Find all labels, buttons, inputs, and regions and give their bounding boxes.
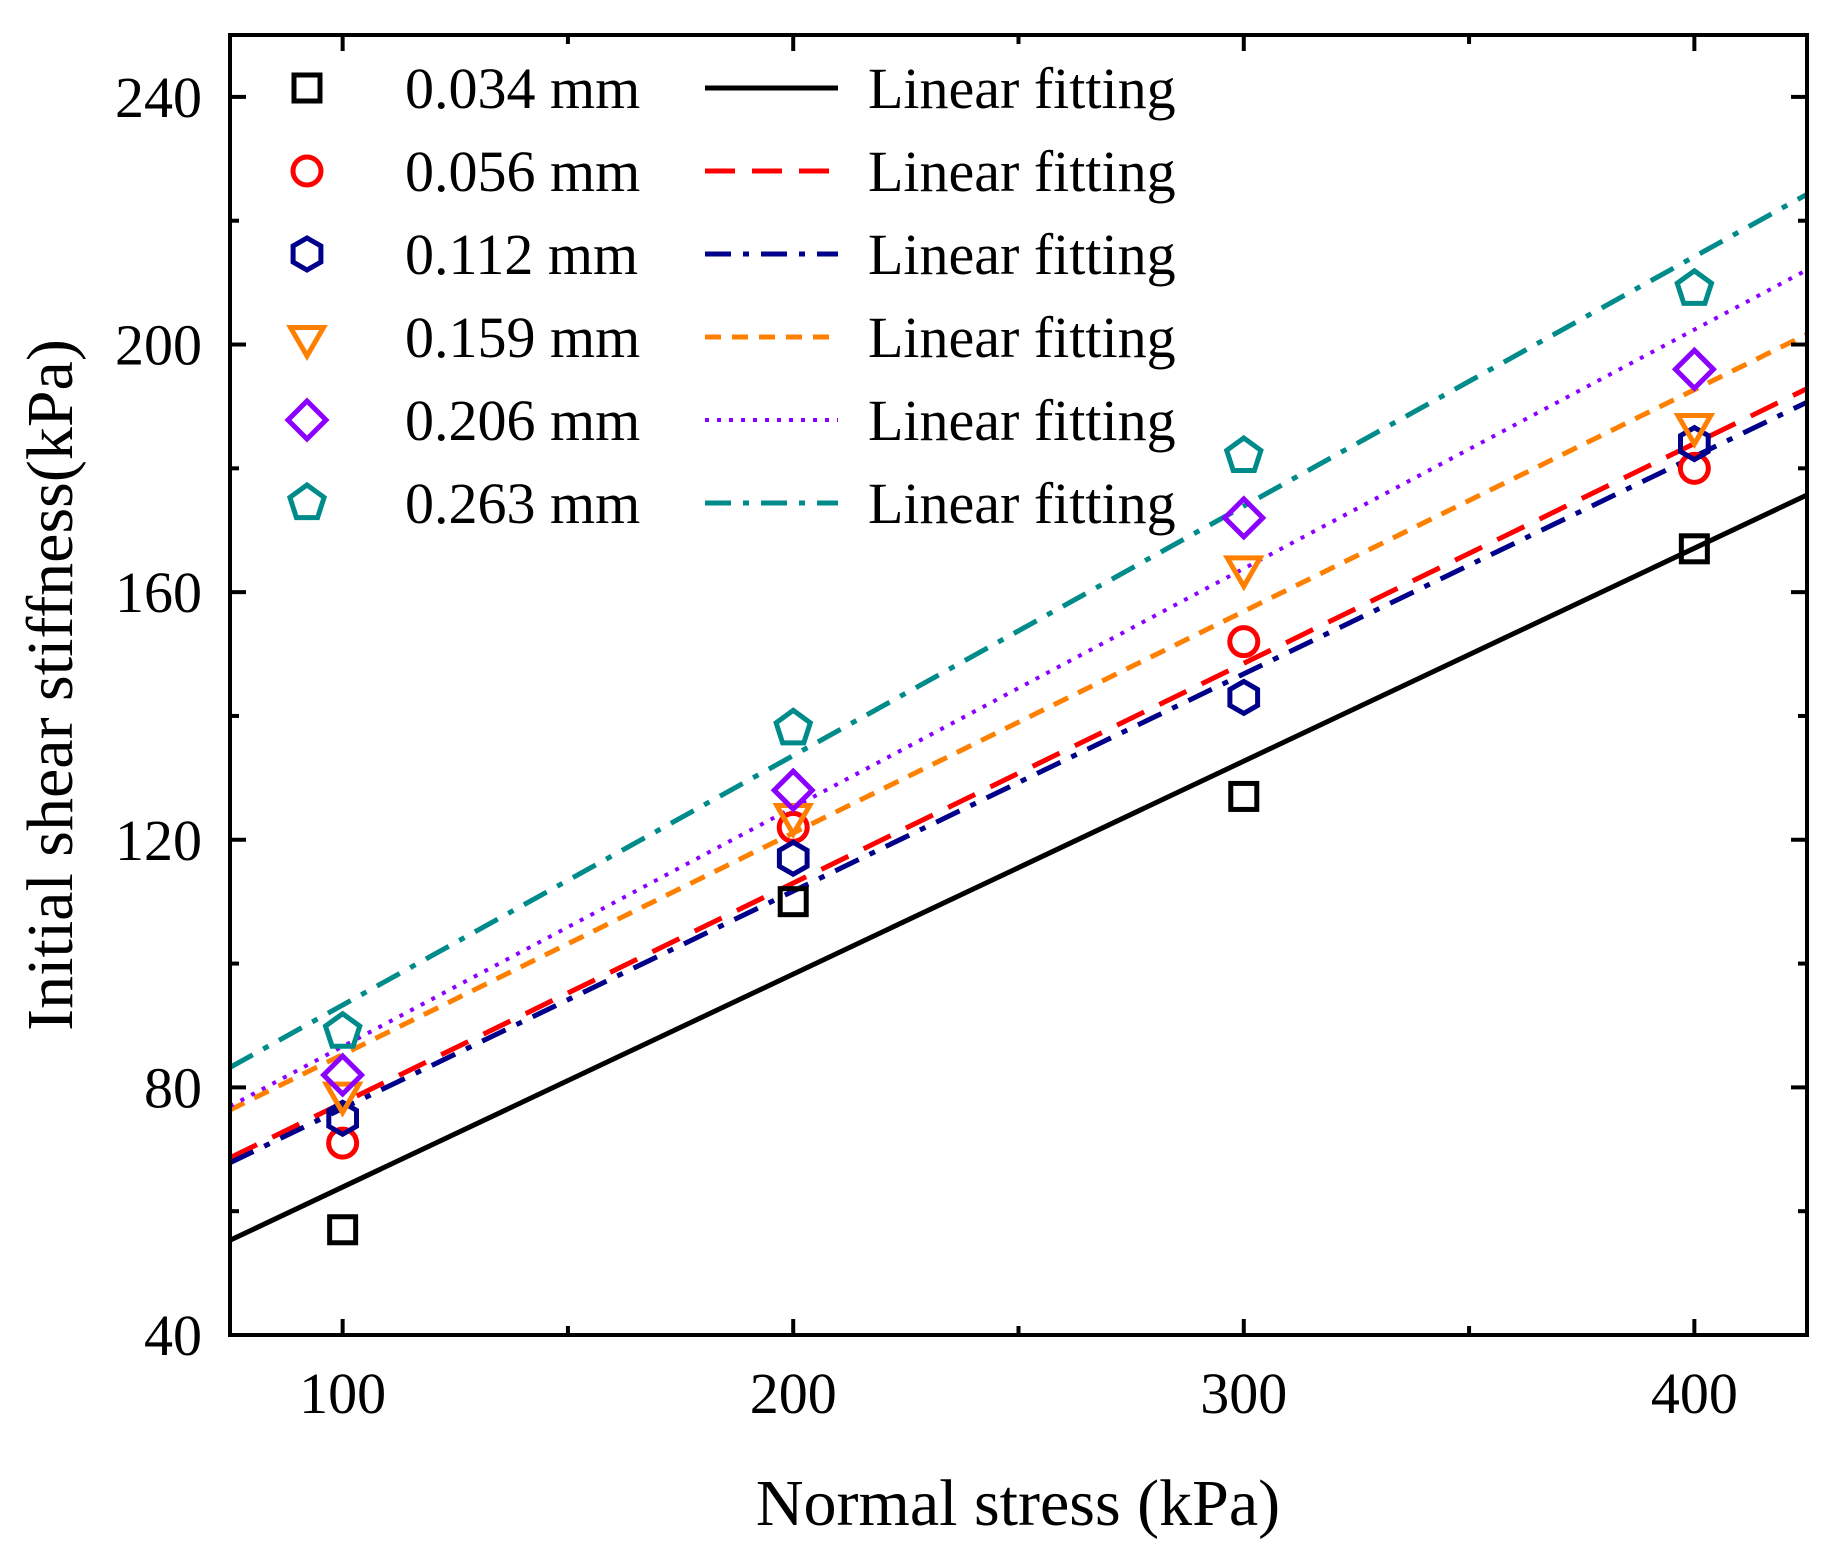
legend-item-4: 0.159 mm Linear fitting	[286, 305, 1176, 370]
x-tick-label: 300	[1200, 1361, 1287, 1426]
axis-ticks	[230, 35, 1807, 1337]
legend: 0.034 mm Linear fitting 0.056 mm Linear fit…	[284, 56, 1176, 536]
data-markers	[320, 267, 1717, 1246]
legend-marker-2	[290, 154, 324, 188]
data-point-s6-4	[1674, 267, 1715, 306]
data-point-s5-3	[1221, 495, 1267, 541]
fit-lines	[230, 192, 1807, 1243]
x-tick-label: 100	[299, 1361, 386, 1426]
plot-area: 100 200 300 400 40 80 120 160 200 240	[115, 33, 1809, 1426]
data-point-s5-1	[320, 1052, 366, 1098]
data-point-s1-3	[1228, 780, 1260, 812]
legend-item-3: 0.112 mm Linear fitting	[290, 222, 1176, 287]
legend-fit-label: Linear fitting	[868, 388, 1176, 453]
y-tick-label: 120	[115, 808, 202, 873]
y-axis-title: Initial shear stiffness(kPa)	[14, 339, 87, 1031]
legend-marker-1	[291, 72, 323, 104]
fit-line-1	[230, 492, 1807, 1243]
data-point-s4-3	[1222, 555, 1265, 592]
legend-item-1: 0.034 mm Linear fitting	[291, 56, 1176, 121]
data-point-s4-2	[772, 803, 815, 840]
legend-fit-label: Linear fitting	[868, 305, 1176, 370]
legend-series-label: 0.034 mm	[405, 56, 640, 121]
legend-item-6: 0.263 mm Linear fitting	[286, 471, 1176, 536]
legend-marker-4	[286, 325, 328, 361]
data-point-s2-3	[1227, 625, 1261, 659]
data-point-s5-4	[1671, 346, 1717, 392]
legend-fit-label: Linear fitting	[868, 222, 1176, 287]
data-point-s6-1	[322, 1010, 363, 1049]
x-tick-label: 400	[1651, 1361, 1738, 1426]
data-point-s2-1	[326, 1126, 360, 1160]
x-axis-title: Normal stress (kPa)	[756, 1467, 1280, 1540]
legend-series-label: 0.159 mm	[405, 305, 640, 370]
tick-labels: 100 200 300 400 40 80 120 160 200 240	[115, 65, 1738, 1426]
y-tick-label: 240	[115, 65, 202, 130]
y-tick-label: 80	[144, 1055, 202, 1120]
data-point-s3-2	[776, 839, 810, 878]
legend-series-label: 0.112 mm	[405, 222, 638, 287]
fit-line-4	[230, 332, 1807, 1113]
data-point-s4-4	[1673, 413, 1716, 450]
data-point-s6-3	[1223, 434, 1264, 473]
legend-item-2: 0.056 mm Linear fitting	[290, 139, 1176, 204]
data-point-s4-1	[321, 1081, 364, 1118]
legend-marker-6	[286, 481, 328, 521]
data-point-s1-2	[777, 886, 809, 918]
legend-fit-label: Linear fitting	[868, 139, 1176, 204]
y-tick-label: 160	[115, 560, 202, 625]
fit-line-2	[230, 386, 1807, 1161]
legend-marker-3	[290, 235, 324, 273]
legend-fit-label: Linear fitting	[868, 56, 1176, 121]
fit-line-3	[230, 399, 1807, 1166]
data-point-s1-4	[1678, 533, 1710, 565]
legend-marker-5	[284, 397, 330, 443]
legend-fit-label: Linear fitting	[868, 471, 1176, 536]
data-point-s6-2	[773, 707, 814, 746]
data-point-s1-1	[327, 1214, 359, 1246]
y-tick-label: 40	[144, 1303, 202, 1368]
data-point-s2-4	[1677, 451, 1711, 485]
legend-series-label: 0.263 mm	[405, 471, 640, 536]
data-point-s3-3	[1227, 678, 1261, 717]
y-tick-label: 200	[115, 313, 202, 378]
data-point-s5-2	[770, 767, 816, 813]
x-tick-label: 200	[750, 1361, 837, 1426]
data-point-s3-4	[1678, 424, 1711, 463]
data-point-s3-1	[326, 1099, 359, 1138]
legend-item-5: 0.206 mm Linear fitting	[284, 388, 1176, 453]
legend-series-label: 0.056 mm	[405, 139, 640, 204]
legend-series-label: 0.206 mm	[405, 388, 640, 453]
fit-line-6	[230, 192, 1807, 1070]
